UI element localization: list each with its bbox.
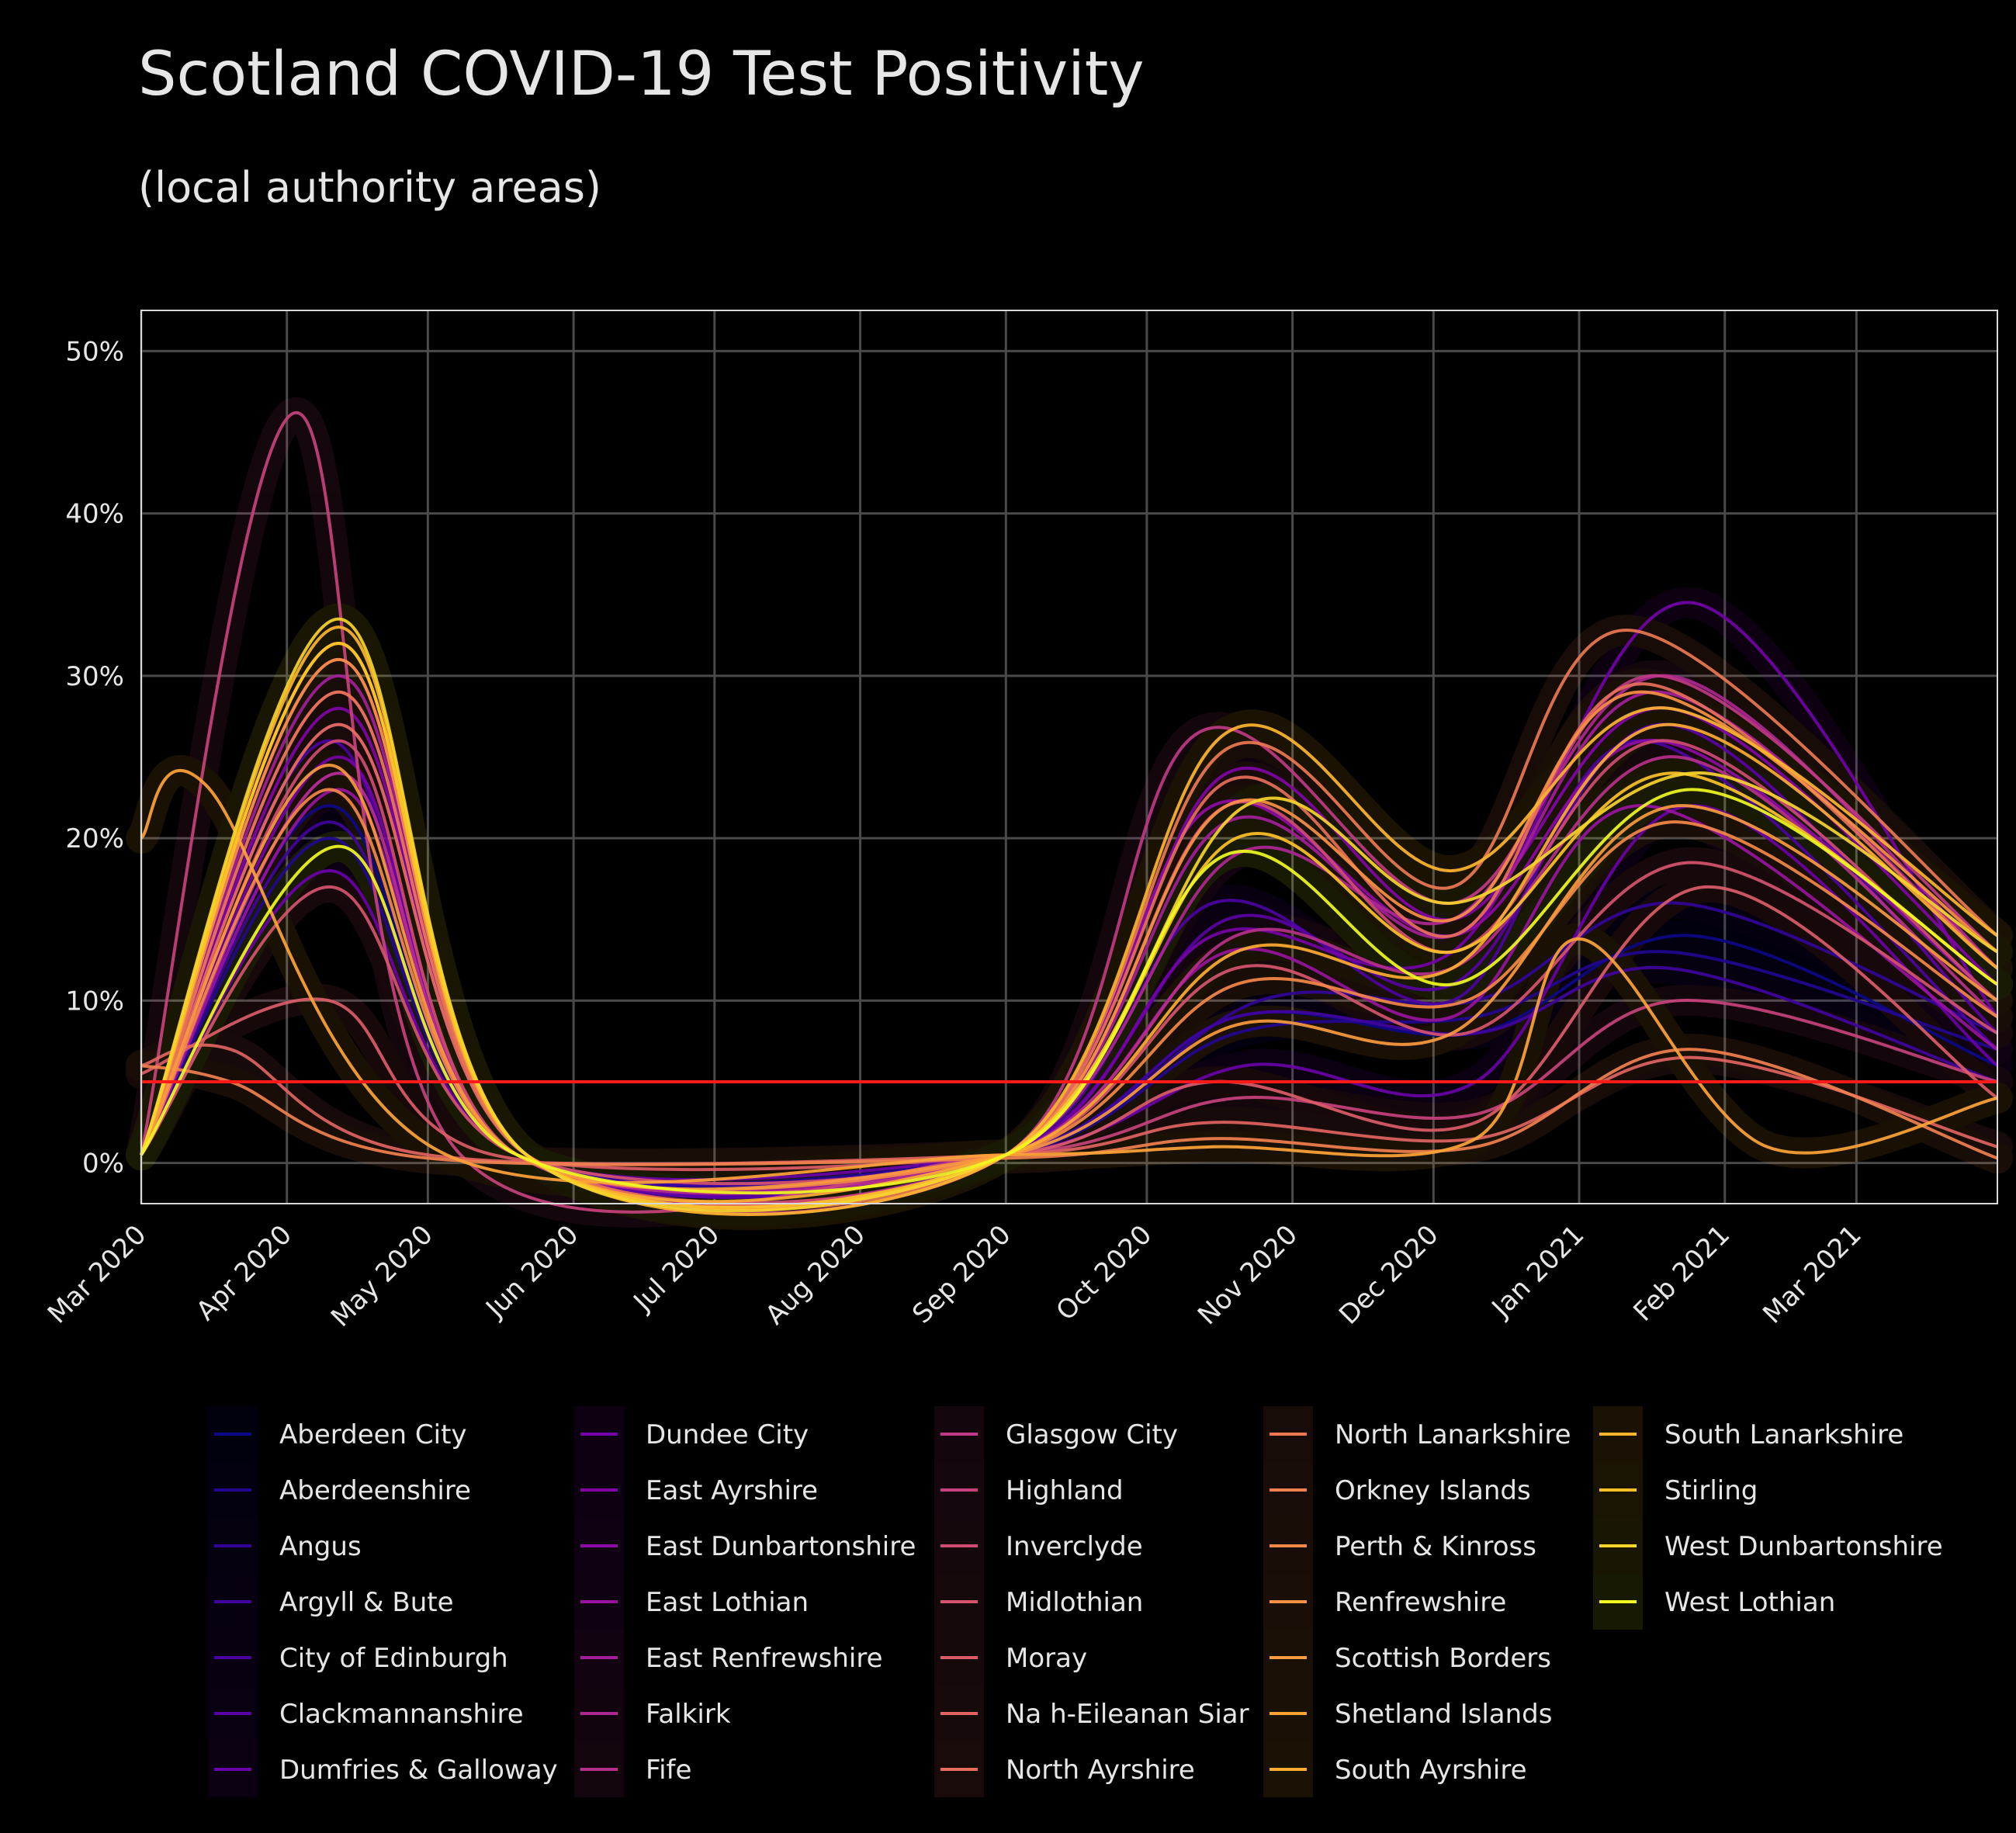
series-line: [140, 1043, 1998, 1166]
legend-label: North Lanarkshire: [1335, 1419, 1571, 1450]
y-tick-label: 0%: [82, 1149, 124, 1180]
legend-item: Orkney Islands: [1263, 1462, 1531, 1518]
legend-item: Midlothian: [934, 1574, 1143, 1630]
legend-item: Perth & Kinross: [1263, 1518, 1536, 1574]
legend-item: East Ayrshire: [574, 1462, 818, 1518]
y-tick-label: 30%: [65, 661, 124, 692]
legend-item: City of Edinburgh: [208, 1630, 508, 1686]
legend-label: East Dunbartonshire: [646, 1531, 916, 1562]
series-line: [140, 763, 1999, 1191]
series-line: [140, 629, 1999, 1211]
legend-label: East Ayrshire: [646, 1475, 818, 1506]
legend-label: East Lothian: [646, 1587, 809, 1618]
legend-item: Glasgow City: [934, 1406, 1178, 1462]
plot-area: 0%10%20%30%40%50%Mar 2020 Apr 2020 May 202…: [42, 310, 2013, 1333]
legend-item: Dumfries & Galloway: [208, 1741, 558, 1797]
legend-item: East Dunbartonshire: [574, 1518, 916, 1574]
series-line: [140, 885, 1999, 1172]
y-tick-label: 50%: [65, 336, 124, 367]
legend-item: North Lanarkshire: [1263, 1406, 1571, 1462]
y-tick-label: 40%: [65, 499, 124, 530]
legend-label: Moray: [1006, 1643, 1087, 1674]
series-line: [140, 657, 1999, 1210]
legend-label: Perth & Kinross: [1335, 1531, 1536, 1562]
legend-label: North Ayrshire: [1006, 1755, 1195, 1786]
legend-item: Dundee City: [574, 1406, 809, 1462]
legend-label: Fife: [646, 1755, 691, 1786]
legend-item: East Lothian: [574, 1574, 809, 1630]
legend-item: North Ayrshire: [934, 1741, 1195, 1797]
legend-label: Inverclyde: [1006, 1531, 1143, 1562]
chart-title: Scotland COVID-19 Test Positivity: [138, 40, 1145, 109]
legend-label: West Lothian: [1664, 1587, 1835, 1618]
legend-label: Midlothian: [1006, 1587, 1143, 1618]
legend-label: Dumfries & Galloway: [279, 1755, 558, 1786]
plot-border: [140, 310, 1998, 1204]
legend-item: West Lothian: [1593, 1574, 1835, 1630]
series-line: [140, 674, 1999, 1208]
legend-item: Renfrewshire: [1263, 1574, 1506, 1630]
legend-label: Argyll & Bute: [279, 1587, 454, 1618]
legend-item: Inverclyde: [934, 1518, 1143, 1574]
legend-label: South Ayrshire: [1335, 1755, 1527, 1786]
legend-label: West Dunbartonshire: [1664, 1531, 1943, 1562]
legend-label: Aberdeen City: [279, 1419, 467, 1450]
series-line: [140, 788, 1999, 1191]
legend-label: Scottish Borders: [1335, 1643, 1551, 1674]
legend-item: Clackmannanshire: [208, 1686, 524, 1741]
legend-item: Falkirk: [574, 1686, 731, 1741]
legend-label: Angus: [279, 1531, 362, 1562]
legend-item: Stirling: [1593, 1462, 1758, 1518]
legend-item: Angus: [208, 1518, 362, 1574]
series-line: [140, 682, 1999, 1207]
legend-label: Clackmannanshire: [279, 1699, 524, 1730]
legend: Aberdeen City Aberdeenshire Angus Argyll & …: [208, 1406, 1943, 1797]
legend-item: Fife: [574, 1741, 691, 1797]
series-line: [140, 788, 1999, 1195]
legend-item: Argyll & Bute: [208, 1574, 454, 1630]
legend-item: Shetland Islands: [1263, 1686, 1552, 1741]
y-tick-label: 20%: [65, 823, 124, 854]
legend-label: Falkirk: [646, 1699, 731, 1730]
y-tick-label: 10%: [65, 986, 124, 1017]
series-line: [140, 1048, 1998, 1166]
legend-label: Glasgow City: [1006, 1419, 1178, 1450]
legend-label: Na h-Eileanan Siar: [1006, 1699, 1249, 1730]
legend-label: Highland: [1006, 1475, 1124, 1506]
legend-item: Moray: [934, 1630, 1087, 1686]
chart-subtitle: (local authority areas): [138, 163, 601, 212]
legend-item: East Renfrewshire: [574, 1630, 883, 1686]
legend-item: West Dunbartonshire: [1593, 1518, 1943, 1574]
series-line: [140, 861, 1998, 1186]
legend-item: South Ayrshire: [1263, 1741, 1527, 1797]
series-line: [140, 625, 1999, 1216]
legend-label: City of Edinburgh: [279, 1643, 508, 1674]
legend-label: Orkney Islands: [1335, 1475, 1531, 1506]
legend-label: South Lanarkshire: [1664, 1419, 1903, 1450]
legend-label: East Renfrewshire: [646, 1643, 883, 1674]
legend-item: Aberdeenshire: [208, 1462, 471, 1518]
legend-item: Aberdeen City: [208, 1406, 467, 1462]
legend-item: Highland: [934, 1462, 1124, 1518]
series-line: [140, 769, 1998, 1184]
legend-item: Scottish Borders: [1263, 1630, 1551, 1686]
legend-label: Shetland Islands: [1335, 1699, 1552, 1730]
legend-label: Aberdeenshire: [279, 1475, 471, 1506]
legend-label: Renfrewshire: [1335, 1587, 1506, 1618]
legend-item: Na h-Eileanan Siar: [934, 1686, 1249, 1741]
legend-item: South Lanarkshire: [1593, 1406, 1903, 1462]
legend-label: Stirling: [1664, 1475, 1758, 1506]
legend-label: Dundee City: [646, 1419, 809, 1450]
